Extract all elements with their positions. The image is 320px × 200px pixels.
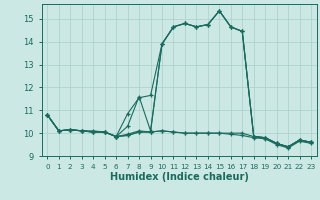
X-axis label: Humidex (Indice chaleur): Humidex (Indice chaleur) <box>110 172 249 182</box>
